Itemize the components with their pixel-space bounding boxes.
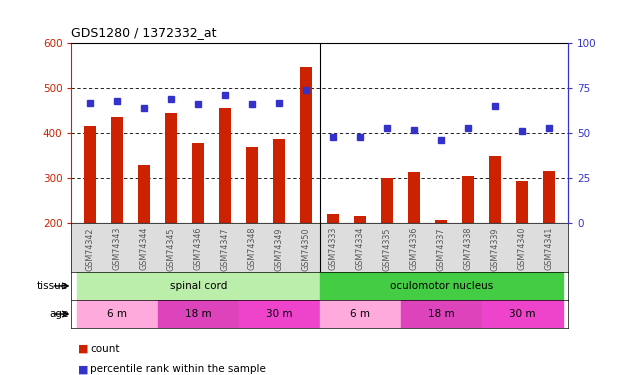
Text: GSM74333: GSM74333 xyxy=(329,227,338,270)
Bar xyxy=(320,272,563,300)
Bar xyxy=(77,272,320,300)
Bar xyxy=(111,117,124,223)
Text: GDS1280 / 1372332_at: GDS1280 / 1372332_at xyxy=(71,26,217,39)
Text: GSM74334: GSM74334 xyxy=(356,227,365,270)
Bar xyxy=(165,113,178,223)
Bar xyxy=(482,300,563,328)
Bar xyxy=(273,138,286,223)
Text: age: age xyxy=(49,309,68,319)
Text: tissue: tissue xyxy=(37,281,68,291)
Text: 30 m: 30 m xyxy=(266,309,292,319)
Text: GSM74350: GSM74350 xyxy=(302,227,311,270)
Text: 18 m: 18 m xyxy=(428,309,455,319)
Text: GSM74346: GSM74346 xyxy=(194,227,203,270)
Text: 18 m: 18 m xyxy=(185,309,212,319)
Text: GSM74339: GSM74339 xyxy=(491,227,500,270)
Text: spinal cord: spinal cord xyxy=(170,281,227,291)
Text: GSM74349: GSM74349 xyxy=(275,227,284,270)
Text: GSM74342: GSM74342 xyxy=(86,227,95,270)
Bar xyxy=(354,216,366,223)
Text: ■: ■ xyxy=(78,364,88,374)
Bar xyxy=(489,156,501,223)
Bar xyxy=(435,219,447,223)
Bar xyxy=(84,126,96,223)
Text: 30 m: 30 m xyxy=(509,309,535,319)
Bar xyxy=(193,143,204,223)
Bar xyxy=(327,214,340,223)
Bar xyxy=(401,300,482,328)
Text: GSM74340: GSM74340 xyxy=(518,227,527,270)
Bar xyxy=(320,300,401,328)
Text: GSM74348: GSM74348 xyxy=(248,227,257,270)
Bar xyxy=(300,66,312,223)
Text: GSM74345: GSM74345 xyxy=(167,227,176,270)
Bar xyxy=(247,147,258,223)
Text: GSM74343: GSM74343 xyxy=(113,227,122,270)
Text: GSM74338: GSM74338 xyxy=(464,227,473,270)
Text: count: count xyxy=(90,344,120,354)
Text: oculomotor nucleus: oculomotor nucleus xyxy=(390,281,493,291)
Bar xyxy=(381,178,393,223)
Bar xyxy=(516,181,528,223)
Text: GSM74341: GSM74341 xyxy=(545,227,554,270)
Text: GSM74335: GSM74335 xyxy=(383,227,392,270)
Bar xyxy=(462,176,474,223)
Text: percentile rank within the sample: percentile rank within the sample xyxy=(90,364,266,374)
Bar xyxy=(543,171,555,223)
Bar xyxy=(219,108,232,223)
Bar xyxy=(77,300,158,328)
Text: GSM74344: GSM74344 xyxy=(140,227,149,270)
Bar xyxy=(158,300,239,328)
Text: 6 m: 6 m xyxy=(107,309,127,319)
Bar xyxy=(408,172,420,223)
Bar xyxy=(239,300,320,328)
Bar xyxy=(138,165,150,223)
Text: GSM74347: GSM74347 xyxy=(221,227,230,270)
Text: 6 m: 6 m xyxy=(350,309,370,319)
Text: ■: ■ xyxy=(78,344,88,354)
Text: GSM74336: GSM74336 xyxy=(410,227,419,270)
Text: GSM74337: GSM74337 xyxy=(437,227,446,270)
